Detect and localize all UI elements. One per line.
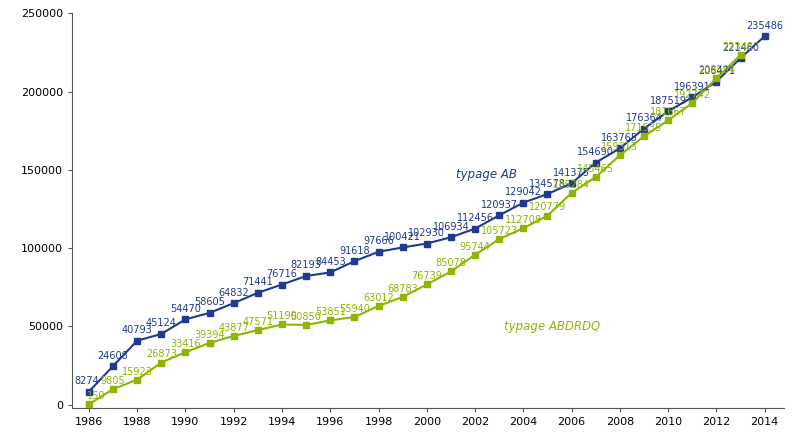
Text: 181667: 181667 (650, 107, 686, 117)
Text: 192742: 192742 (674, 90, 711, 100)
Text: 145465: 145465 (578, 164, 614, 174)
Text: 223483: 223483 (722, 42, 759, 52)
Text: typage AB: typage AB (456, 168, 517, 181)
Text: 112456: 112456 (457, 213, 494, 223)
Text: 120779: 120779 (529, 202, 566, 212)
Text: 196391: 196391 (674, 82, 710, 92)
Text: 129042: 129042 (505, 187, 542, 197)
Text: typage ABDRDQ: typage ABDRDQ (504, 319, 600, 332)
Text: 100421: 100421 (384, 232, 421, 242)
Text: 141375: 141375 (553, 168, 590, 178)
Text: 105723: 105723 (481, 226, 518, 236)
Text: 206471: 206471 (698, 66, 735, 76)
Text: 50850: 50850 (290, 312, 322, 322)
Text: 33416: 33416 (170, 339, 201, 349)
Text: 208594: 208594 (698, 65, 735, 75)
Text: 102930: 102930 (408, 228, 446, 238)
Text: 71441: 71441 (242, 277, 274, 287)
Text: 176364: 176364 (626, 113, 662, 123)
Text: 24608: 24608 (98, 351, 129, 361)
Text: 106934: 106934 (433, 222, 470, 232)
Text: 163765: 163765 (602, 133, 638, 143)
Text: 159313: 159313 (602, 142, 638, 152)
Text: 84453: 84453 (315, 257, 346, 267)
Text: 64832: 64832 (218, 288, 249, 297)
Text: 120937: 120937 (481, 200, 518, 210)
Text: 39394: 39394 (194, 330, 225, 340)
Text: 134578: 134578 (529, 179, 566, 189)
Text: 221460: 221460 (722, 43, 759, 52)
Text: 76716: 76716 (266, 269, 298, 279)
Text: 187519: 187519 (650, 96, 686, 106)
Text: 15923: 15923 (122, 366, 153, 376)
Text: 40793: 40793 (122, 325, 153, 335)
Text: 9805: 9805 (101, 376, 126, 386)
Text: 26873: 26873 (146, 349, 177, 359)
Text: 68783: 68783 (387, 284, 418, 294)
Text: 112708: 112708 (505, 215, 542, 225)
Text: 150: 150 (87, 391, 106, 401)
Text: 76739: 76739 (411, 271, 442, 281)
Text: 43877: 43877 (218, 323, 249, 333)
Text: 171535: 171535 (626, 123, 662, 133)
Text: 235486: 235486 (746, 21, 783, 30)
Text: 45124: 45124 (146, 319, 177, 328)
Text: 85078: 85078 (435, 258, 466, 268)
Text: 135284: 135284 (553, 180, 590, 190)
Text: 97666: 97666 (363, 236, 394, 246)
Text: 55940: 55940 (339, 304, 370, 314)
Text: 54470: 54470 (170, 304, 201, 314)
Text: 63012: 63012 (363, 293, 394, 303)
Text: 82193: 82193 (290, 260, 322, 271)
Text: 154690: 154690 (578, 147, 614, 157)
Text: 51190: 51190 (266, 311, 298, 321)
Text: 95744: 95744 (460, 241, 490, 252)
Text: 91618: 91618 (339, 246, 370, 256)
Text: 58605: 58605 (194, 297, 225, 307)
Text: 8274: 8274 (74, 376, 99, 386)
Text: 53851: 53851 (315, 307, 346, 317)
Text: 47571: 47571 (242, 317, 274, 327)
